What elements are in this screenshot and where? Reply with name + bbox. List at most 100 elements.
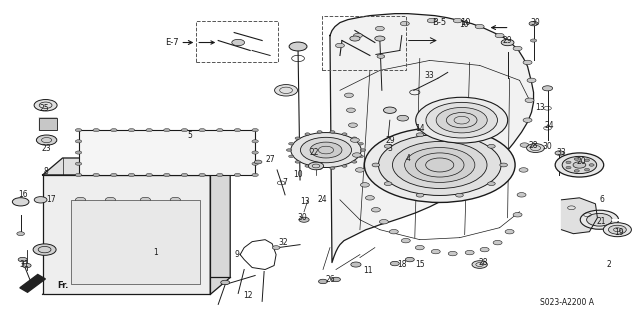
Circle shape bbox=[584, 159, 589, 161]
Circle shape bbox=[128, 129, 134, 132]
Circle shape bbox=[431, 249, 440, 254]
Circle shape bbox=[22, 263, 31, 268]
Circle shape bbox=[275, 85, 298, 96]
Circle shape bbox=[295, 137, 300, 139]
Polygon shape bbox=[561, 198, 597, 234]
Circle shape bbox=[111, 173, 117, 176]
Text: 33: 33 bbox=[557, 147, 566, 157]
Text: 8: 8 bbox=[44, 167, 48, 176]
Circle shape bbox=[12, 198, 29, 206]
Circle shape bbox=[310, 142, 342, 158]
Circle shape bbox=[519, 168, 528, 172]
Circle shape bbox=[252, 162, 259, 165]
Circle shape bbox=[181, 129, 188, 132]
Circle shape bbox=[376, 26, 385, 31]
Circle shape bbox=[542, 86, 552, 91]
Circle shape bbox=[389, 229, 398, 234]
Circle shape bbox=[295, 160, 300, 163]
Circle shape bbox=[34, 100, 57, 111]
Text: 21: 21 bbox=[596, 217, 606, 226]
Circle shape bbox=[360, 183, 369, 187]
Circle shape bbox=[495, 33, 504, 38]
Text: 15: 15 bbox=[415, 260, 424, 269]
Circle shape bbox=[172, 216, 179, 220]
Circle shape bbox=[416, 97, 508, 143]
Text: 23: 23 bbox=[42, 144, 51, 152]
Circle shape bbox=[555, 151, 564, 155]
Circle shape bbox=[18, 257, 27, 262]
Polygon shape bbox=[43, 158, 230, 175]
Circle shape bbox=[589, 164, 594, 166]
Circle shape bbox=[426, 102, 497, 138]
Circle shape bbox=[93, 129, 99, 132]
Text: 31: 31 bbox=[20, 260, 29, 269]
Circle shape bbox=[291, 133, 361, 167]
Circle shape bbox=[562, 156, 596, 174]
Circle shape bbox=[416, 193, 424, 197]
Text: 29: 29 bbox=[503, 36, 513, 45]
Circle shape bbox=[141, 216, 149, 220]
Circle shape bbox=[513, 46, 522, 51]
Circle shape bbox=[76, 140, 82, 143]
Circle shape bbox=[234, 173, 241, 176]
Circle shape bbox=[529, 21, 538, 26]
Text: 13: 13 bbox=[534, 103, 545, 112]
Circle shape bbox=[377, 55, 385, 58]
Circle shape bbox=[17, 232, 24, 235]
Circle shape bbox=[456, 133, 463, 137]
Circle shape bbox=[34, 197, 47, 203]
Circle shape bbox=[106, 197, 116, 202]
Circle shape bbox=[146, 173, 152, 176]
Text: 19: 19 bbox=[614, 228, 624, 237]
Circle shape bbox=[360, 149, 365, 151]
Circle shape bbox=[383, 107, 396, 113]
Text: 30: 30 bbox=[543, 142, 552, 151]
Circle shape bbox=[380, 219, 388, 224]
Bar bbox=[70, 200, 200, 285]
Circle shape bbox=[128, 173, 134, 176]
Text: 5: 5 bbox=[188, 130, 193, 140]
Circle shape bbox=[330, 130, 335, 133]
Circle shape bbox=[346, 108, 355, 112]
Circle shape bbox=[111, 129, 117, 132]
Circle shape bbox=[604, 223, 632, 237]
Circle shape bbox=[404, 147, 475, 182]
Circle shape bbox=[76, 173, 82, 176]
Circle shape bbox=[272, 246, 280, 249]
Circle shape bbox=[33, 244, 56, 255]
Circle shape bbox=[436, 108, 487, 133]
Text: 24: 24 bbox=[545, 121, 554, 130]
Text: 10: 10 bbox=[293, 170, 303, 179]
Circle shape bbox=[330, 167, 335, 169]
Circle shape bbox=[448, 251, 457, 256]
Circle shape bbox=[488, 145, 495, 148]
Circle shape bbox=[317, 130, 322, 133]
Circle shape bbox=[525, 98, 534, 102]
Circle shape bbox=[384, 145, 392, 148]
Circle shape bbox=[342, 133, 347, 135]
Circle shape bbox=[480, 247, 489, 252]
Text: 18: 18 bbox=[397, 260, 406, 269]
Text: 20: 20 bbox=[577, 158, 586, 167]
Bar bbox=[38, 118, 56, 130]
Text: 11: 11 bbox=[363, 266, 372, 275]
Text: 14: 14 bbox=[415, 124, 424, 133]
Text: 3: 3 bbox=[387, 144, 392, 152]
Circle shape bbox=[289, 42, 307, 51]
Circle shape bbox=[344, 93, 353, 98]
Text: 29: 29 bbox=[385, 136, 395, 145]
Circle shape bbox=[555, 153, 604, 177]
Circle shape bbox=[475, 24, 484, 29]
Circle shape bbox=[392, 141, 487, 189]
Circle shape bbox=[580, 210, 618, 229]
Circle shape bbox=[199, 129, 205, 132]
Circle shape bbox=[335, 43, 344, 48]
Text: 25: 25 bbox=[40, 104, 49, 113]
Circle shape bbox=[232, 39, 244, 46]
Circle shape bbox=[609, 225, 627, 234]
Text: 4: 4 bbox=[405, 153, 410, 162]
Circle shape bbox=[401, 238, 410, 243]
Circle shape bbox=[289, 143, 294, 145]
Circle shape bbox=[76, 129, 82, 132]
Circle shape bbox=[501, 39, 514, 46]
